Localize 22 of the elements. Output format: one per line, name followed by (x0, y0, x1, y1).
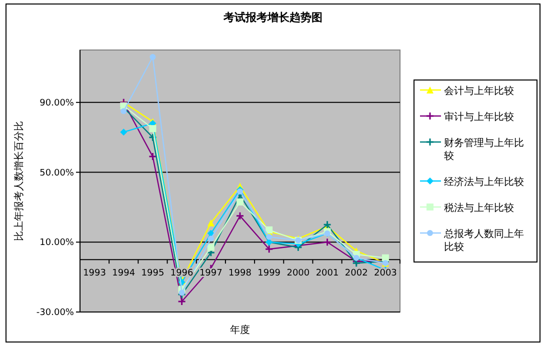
y-axis-title: 比上年报考人数增长百分比 (13, 121, 25, 241)
x-axis-title: 年度 (230, 324, 250, 336)
legend-label: 经济法与上年比较 (444, 176, 524, 188)
y-tick-label: 10.00% (40, 238, 74, 248)
x-tick-label: 1999 (258, 268, 281, 279)
chart-title: 考试报考增长趋势图 (222, 11, 322, 24)
legend-label: 税法与上年比较 (444, 202, 514, 214)
x-tick-label: 1995 (141, 268, 164, 279)
legend-label: 会计与上年比较 (444, 85, 514, 97)
x-tick-label: 1993 (83, 268, 106, 279)
x-tick-label: 1994 (112, 268, 136, 279)
y-tick-label: -30.00% (36, 308, 74, 318)
legend-label: 审计与上年比较 (444, 111, 514, 123)
x-tick-label: 1998 (228, 268, 252, 279)
y-tick-label: 50.00% (40, 168, 74, 178)
y-tick-label: 90.00% (40, 98, 74, 108)
legend-label: 财务管理与上年比较 (444, 137, 524, 162)
x-tick-label: 2001 (316, 268, 339, 279)
x-tick-label: 2000 (286, 268, 310, 279)
x-tick-label: 2003 (374, 268, 397, 279)
legend-label: 总报考人数同上年比较 (443, 228, 524, 253)
x-tick-label: 2002 (344, 268, 368, 279)
